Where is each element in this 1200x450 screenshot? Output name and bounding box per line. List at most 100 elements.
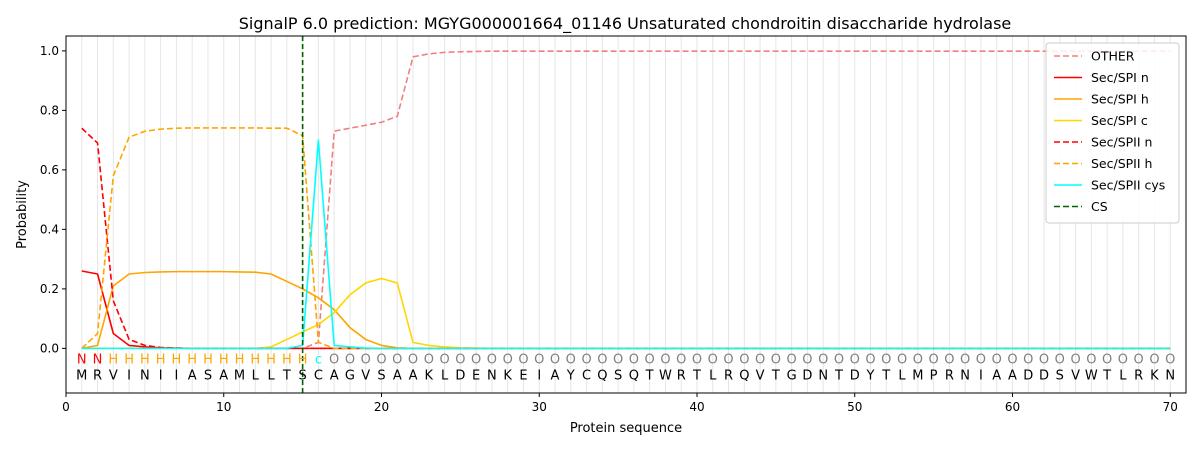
region-label: O: [345, 352, 355, 367]
region-label: O: [944, 352, 954, 367]
legend-entry: OTHER: [1091, 49, 1135, 64]
residue-label: L: [709, 369, 717, 384]
residue-label: T: [771, 369, 780, 384]
residue-label: Q: [739, 369, 749, 384]
residue-label: R: [93, 369, 102, 384]
residue-label: S: [298, 369, 306, 384]
region-label: O: [1070, 352, 1080, 367]
region-label: H: [266, 352, 276, 367]
region-label: O: [376, 352, 386, 367]
region-label: H: [250, 352, 260, 367]
x-tick-label: 30: [532, 400, 547, 414]
legend-entry: Sec/SPI c: [1091, 113, 1148, 128]
legend: OTHER Sec/SPI n Sec/SPI h Sec/SPI c Sec/SPII…: [1045, 42, 1180, 224]
region-label: O: [455, 352, 465, 367]
residue-label: N: [960, 369, 970, 384]
residue-label: T: [282, 369, 291, 384]
residue-label: A: [551, 369, 560, 384]
residue-label: M: [234, 369, 245, 384]
residue-label: C: [582, 369, 591, 384]
x-tick-label: 0: [62, 400, 70, 414]
region-label: O: [581, 352, 591, 367]
legend-entry: Sec/SPII n: [1091, 135, 1152, 150]
y-tick-label: 0.0: [40, 341, 59, 355]
residue-label: I: [979, 369, 983, 384]
residue-label: T: [881, 369, 890, 384]
series-line-sec-spii-cys: [81, 139, 1171, 350]
residue-label: T: [1102, 369, 1111, 384]
region-label: O: [881, 352, 891, 367]
series-line-sec-spi-n: [81, 270, 1171, 350]
residue-label: N: [487, 369, 497, 384]
x-tick-label: 40: [689, 400, 704, 414]
residue-label: K: [503, 369, 512, 384]
grid-layer: [81, 36, 1171, 393]
region-label: O: [534, 352, 544, 367]
residue-label: V: [756, 369, 765, 384]
chart-title: SignalP 6.0 prediction: MGYG000001664_01…: [239, 14, 1012, 34]
region-label: H: [203, 352, 213, 367]
residue-label: A: [992, 369, 1001, 384]
residue-label: D: [455, 369, 465, 384]
residue-label: V: [1071, 369, 1080, 384]
residue-label: D: [1039, 369, 1049, 384]
residue-label: R: [677, 369, 686, 384]
residue-label: L: [252, 369, 260, 384]
residue-label: L: [898, 369, 906, 384]
region-label: O: [660, 352, 670, 367]
region-label: H: [235, 352, 245, 367]
residue-label: S: [1056, 369, 1064, 384]
region-label: O: [1165, 352, 1175, 367]
residue-label: K: [425, 369, 434, 384]
residue-label: N: [1165, 369, 1175, 384]
y-tick-label: 0.6: [40, 163, 59, 177]
region-label: O: [1055, 352, 1065, 367]
legend-entry: Sec/SPI n: [1091, 70, 1149, 85]
legend-entry: Sec/SPII h: [1091, 156, 1152, 171]
region-label: O: [1149, 352, 1159, 367]
region-label: O: [329, 352, 339, 367]
region-label: O: [739, 352, 749, 367]
residue-label: N: [140, 369, 150, 384]
region-label: O: [834, 352, 844, 367]
residue-label: T: [692, 369, 701, 384]
residue-label: T: [645, 369, 654, 384]
residue-label: S: [614, 369, 622, 384]
region-label: O: [771, 352, 781, 367]
residue-label: C: [314, 369, 323, 384]
region-label: O: [897, 352, 907, 367]
region-label: O: [1118, 352, 1128, 367]
region-label: O: [1086, 352, 1096, 367]
series-line-sec-spii-n: [81, 127, 1171, 350]
x-tick-label: 70: [1163, 400, 1178, 414]
residue-label: A: [1008, 369, 1017, 384]
legend-entry: CS: [1091, 199, 1108, 214]
region-label: O: [692, 352, 702, 367]
x-tick-label: 50: [847, 400, 862, 414]
residue-label: Y: [566, 369, 575, 384]
data-layer: [81, 36, 1171, 393]
region-label: O: [550, 352, 560, 367]
residue-label: D: [802, 369, 812, 384]
region-label: O: [424, 352, 434, 367]
x-tick-label: 20: [374, 400, 389, 414]
residue-label: Q: [629, 369, 639, 384]
residue-label: A: [409, 369, 418, 384]
region-label: H: [187, 352, 197, 367]
region-label: O: [487, 352, 497, 367]
region-label: H: [140, 352, 150, 367]
residue-label: I: [127, 369, 131, 384]
residue-label: Y: [866, 369, 875, 384]
region-label: H: [124, 352, 134, 367]
region-label: O: [960, 352, 970, 367]
axis-layer: 0 10 20 30 40 50 60 70 0.0 0.2 0.4 0.6 0.8 1.0: [40, 44, 1178, 414]
legend-entry: Sec/SPI h: [1091, 92, 1149, 107]
y-tick-label: 1.0: [40, 44, 59, 58]
x-tick-label: 60: [1005, 400, 1020, 414]
region-label: O: [928, 352, 938, 367]
region-label: O: [723, 352, 733, 367]
residue-label: G: [787, 369, 797, 384]
y-axis-label: Probability: [15, 180, 30, 249]
residue-label: V: [361, 369, 370, 384]
residue-label: Q: [597, 369, 607, 384]
